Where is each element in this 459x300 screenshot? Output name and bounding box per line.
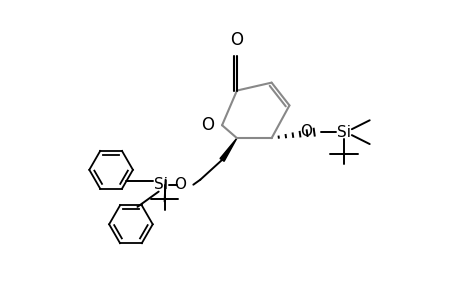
Text: O: O	[201, 116, 214, 134]
Text: Si: Si	[336, 125, 350, 140]
Text: O: O	[174, 177, 186, 192]
Text: O: O	[230, 31, 243, 49]
Text: O: O	[300, 124, 312, 139]
Text: Si: Si	[153, 177, 167, 192]
Polygon shape	[219, 138, 236, 161]
